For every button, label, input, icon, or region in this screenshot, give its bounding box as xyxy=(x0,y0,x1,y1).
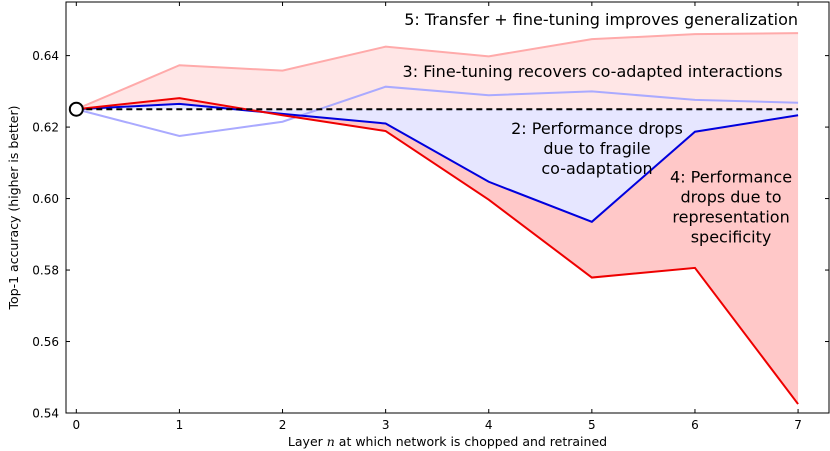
annotation-line: due to fragile xyxy=(543,139,650,158)
line-selffer xyxy=(76,102,799,223)
x-tick-label: 3 xyxy=(382,418,390,432)
annotation-line: representation xyxy=(672,207,789,226)
series-lines xyxy=(75,32,799,405)
x-tick-label: 2 xyxy=(279,418,287,432)
x-axis-label-prefix: Layer xyxy=(288,434,327,449)
line-selffer_ft xyxy=(76,85,799,138)
x-tick-label: 1 xyxy=(176,418,184,432)
annotation-a2: 2: Performance drops due to fragile co-ada… xyxy=(511,119,683,178)
x-axis-label-suffix: at which network is chopped and retraine… xyxy=(335,434,607,449)
fill-baseline-transfer_ft xyxy=(76,33,799,110)
y-axis-label: Top-1 accuracy (higher is better) xyxy=(6,106,21,311)
x-axis-label: Layer n at which network is chopped and … xyxy=(288,434,607,449)
annotation-a3: 3: Fine-tuning recovers co-adapted inter… xyxy=(403,62,783,81)
baseline-marker xyxy=(68,101,84,117)
annotation-line: 5: Transfer + fine-tuning improves gener… xyxy=(404,10,798,29)
y-tick-label: 0.64 xyxy=(32,49,59,63)
baseline-group xyxy=(68,101,799,117)
plot-frame xyxy=(65,1,830,414)
y-tick-label: 0.56 xyxy=(32,335,59,349)
annotation-line: 3: Fine-tuning recovers co-adapted inter… xyxy=(403,62,783,81)
annotation-line: 2: Performance drops xyxy=(511,119,683,138)
fill-areas xyxy=(76,33,799,405)
annotation-line: specificity xyxy=(691,227,772,246)
fill-selffer-baseline xyxy=(76,103,799,222)
fill-transfer-selffer xyxy=(76,98,799,405)
annotation-line: drops due to xyxy=(681,187,782,206)
annotation-a5: 5: Transfer + fine-tuning improves gener… xyxy=(404,10,798,29)
annotation-line: 4: Performance xyxy=(670,167,792,186)
y-tick-label: 0.62 xyxy=(32,121,59,135)
x-axis-label-var: n xyxy=(327,434,335,449)
annotation-a4: 4: Performance drops due to representation… xyxy=(670,167,792,246)
x-tick-label: 4 xyxy=(485,418,493,432)
y-tick-label: 0.58 xyxy=(32,264,59,278)
axis-ticks: 0 1 2 3 4 5 6 7 0.54 0.56 0.58 0.60 0.62 0.64 xyxy=(32,2,829,432)
x-tick-label: 6 xyxy=(691,418,699,432)
annotations: 5: Transfer + fine-tuning improves gener… xyxy=(403,10,799,246)
line-transfer xyxy=(76,97,799,405)
x-tick-label: 0 xyxy=(72,418,80,432)
y-tick-label: 0.54 xyxy=(32,407,59,421)
x-tick-label: 5 xyxy=(588,418,596,432)
annotation-line: co-adaptation xyxy=(541,159,652,178)
line-transfer_ft xyxy=(75,32,799,111)
y-tick-label: 0.60 xyxy=(32,192,59,206)
x-tick-label: 7 xyxy=(794,418,802,432)
